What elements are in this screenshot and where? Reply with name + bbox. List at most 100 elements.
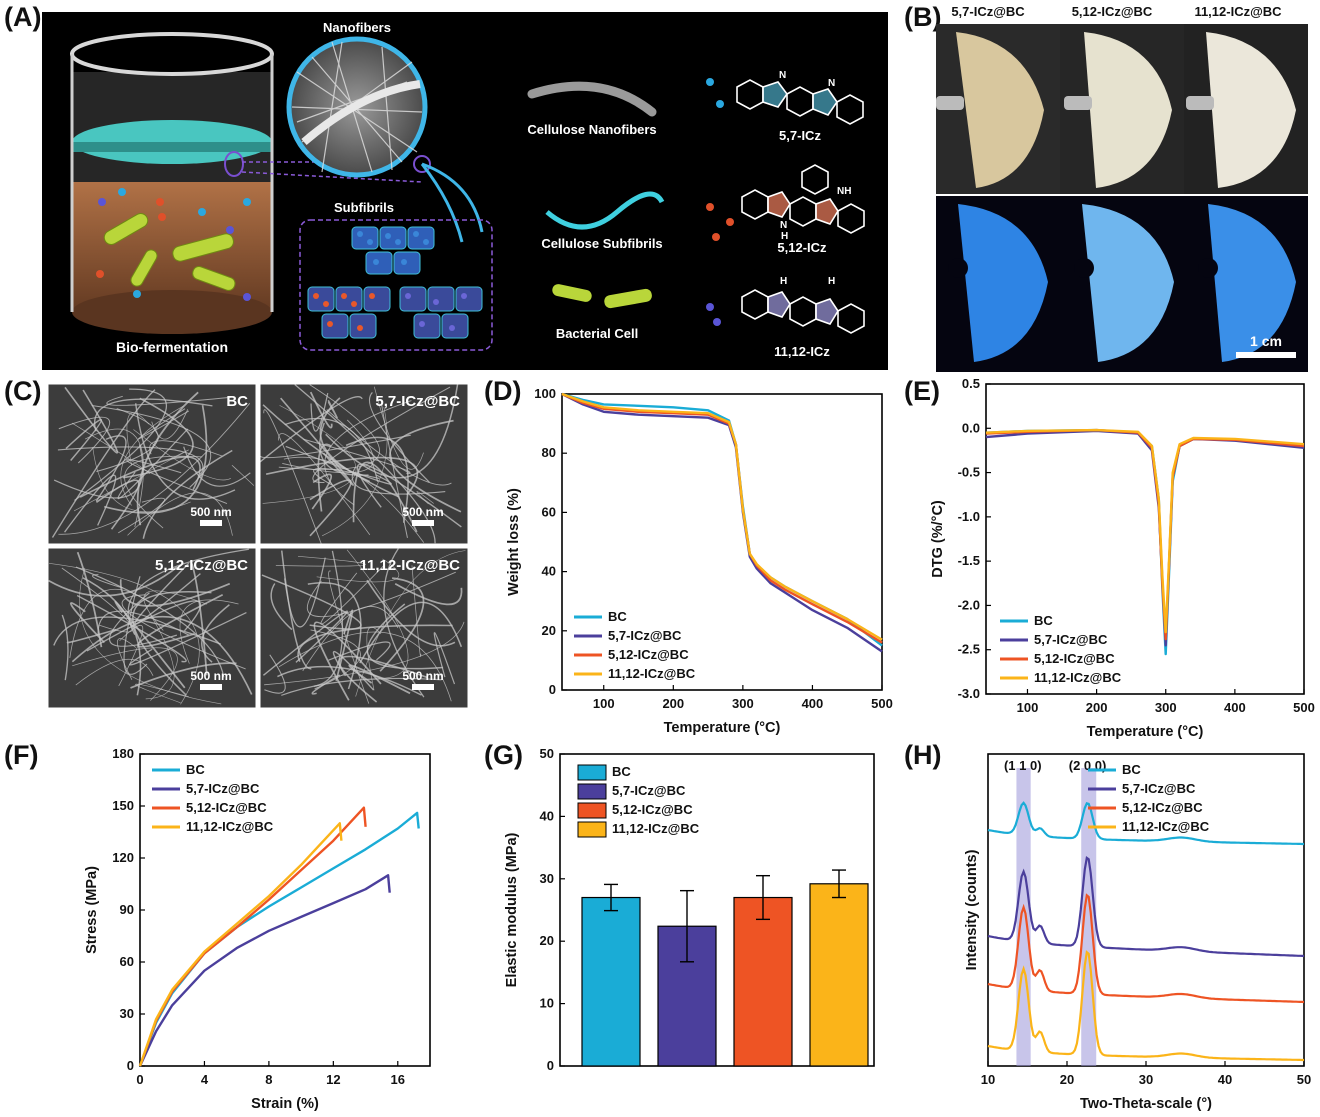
panel-label-g: (G) (484, 740, 523, 770)
y-tick-label: 30 (120, 1006, 134, 1021)
nanofiber (309, 391, 333, 429)
xrd-pattern-2 (987, 893, 1305, 1004)
schematic-panel: Bio-fermentation Nanofibers Subfibrils (42, 12, 888, 370)
x-tick-label: 10 (981, 1072, 995, 1087)
nanofiber (51, 389, 156, 538)
nanofiber (351, 466, 446, 495)
nanofiber (317, 443, 332, 512)
nanofiber (53, 616, 222, 646)
x-tick-label: 12 (326, 1072, 340, 1087)
nanofiber-magnified-view (286, 36, 484, 243)
nanofiber (278, 384, 380, 470)
nanofiber (92, 574, 124, 589)
nanofiber (97, 610, 189, 636)
y-tick-label: -1.5 (958, 553, 980, 568)
y-tick-label: -2.5 (958, 642, 980, 657)
cellulose-subfibrils-label: Cellulose Subfibrils (541, 236, 662, 251)
y-tick-label: 0 (549, 682, 556, 697)
xrd-pattern-3 (987, 950, 1304, 1062)
nanofiber (309, 479, 352, 537)
nanofibers-label: Nanofibers (323, 20, 391, 35)
x-tick-label: 4 (201, 1072, 209, 1087)
beaker (70, 32, 423, 334)
nanofiber (58, 403, 251, 535)
nanofiber (416, 491, 434, 505)
y-tick-label: 50 (540, 746, 554, 761)
nanofiber (332, 650, 375, 691)
photo-header-512: 5,12-ICz@BC (1072, 4, 1153, 19)
y-tick-label: 90 (120, 902, 134, 917)
nanofiber (284, 417, 379, 482)
molecule-57-icz: N N (706, 70, 864, 125)
legend-swatch (577, 783, 607, 800)
legend-label: 5,12-ICz@BC (612, 802, 693, 817)
nanofiber (373, 386, 424, 470)
nanofiber (261, 574, 362, 630)
nanofiber (327, 399, 338, 419)
legend-label: 5,7-ICz@BC (1034, 632, 1108, 647)
nanofiber (79, 456, 201, 498)
subfibrils-box (299, 219, 493, 351)
sem-panel: BC 500 nm 5,7-ICz@BC 500 nm 5,12-ICz@BC 500 n… (47, 383, 469, 710)
x-tick-label: 500 (1293, 700, 1315, 715)
plot-frame (561, 393, 883, 691)
dtg-chart: 100 200 300 400 500 -3.0 -2.5 -2.0 -1.5 -1.0 -0.5 0… (920, 376, 1320, 746)
y-tick-label: 0.0 (962, 420, 980, 435)
sem-scale-bar (200, 684, 222, 690)
sem-tile-label: 5,12-ICz@BC (155, 557, 248, 574)
nanofiber (352, 461, 418, 533)
legend-label: BC (1034, 613, 1053, 628)
nanofiber (325, 384, 459, 479)
nanofiber (433, 632, 456, 685)
nanofiber (277, 665, 422, 696)
nanofiber (119, 579, 231, 607)
x-tick-label: 8 (265, 1072, 272, 1087)
nanofiber (359, 601, 463, 664)
nanofiber (183, 446, 251, 487)
xrd-chart: 10 20 30 40 50 Two-Theta-scale (°) Intensity (… (920, 742, 1320, 1112)
sem-scale-label: 500 nm (402, 505, 443, 519)
sem-grid: BC 500 nm 5,7-ICz@BC 500 nm 5,12-ICz@BC 500 n… (47, 383, 469, 709)
nanofiber (92, 446, 191, 512)
mol-512-label: 5,12-ICz (777, 240, 827, 255)
peak-label-110: (1 1 0) (1004, 758, 1042, 773)
nanofiber (117, 428, 189, 500)
series-line-57iczbc (138, 874, 391, 1067)
y-tick-label: -3.0 (958, 686, 980, 701)
nanofiber (297, 624, 453, 662)
x-axis-label: Temperature (°C) (664, 720, 781, 736)
x-tick-label: 20 (1060, 1072, 1074, 1087)
nanofiber (313, 550, 344, 687)
uv-photos (936, 196, 1308, 372)
svg-text:H: H (828, 276, 835, 287)
y-tick-label: 0 (127, 1058, 134, 1073)
legend-cellulose-nanofiber (527, 81, 657, 117)
nanofiber (53, 444, 144, 499)
y-tick-label: 40 (542, 564, 556, 579)
nanofiber (65, 419, 103, 461)
legend-label: 5,12-ICz@BC (186, 800, 267, 815)
svg-text:N: N (780, 220, 787, 231)
nanofiber (108, 592, 178, 647)
molecule-512-icz: NH N H (706, 164, 865, 242)
legend-label: 5,7-ICz@BC (608, 628, 682, 643)
panel-label-c: (C) (4, 376, 42, 406)
nanofiber (283, 456, 425, 543)
nanofiber (264, 621, 465, 686)
sem-tile-label: BC (226, 393, 248, 410)
nanofiber (120, 405, 184, 506)
nanofiber (179, 599, 239, 664)
series-line-1112iczbc (561, 392, 883, 641)
nanofiber (71, 615, 253, 695)
nanofiber (75, 658, 154, 686)
y-tick-label: 0.5 (962, 376, 980, 391)
svg-text:N: N (828, 78, 835, 89)
y-tick-label: 60 (120, 954, 134, 969)
x-tick-label: 400 (1224, 700, 1246, 715)
nanofiber (263, 409, 322, 544)
photo-header-1112: 11,12-ICz@BC (1194, 4, 1282, 19)
nanofiber (106, 395, 232, 406)
nanofiber (389, 419, 462, 513)
nanofiber (265, 456, 419, 496)
legend-swatch (577, 821, 607, 838)
